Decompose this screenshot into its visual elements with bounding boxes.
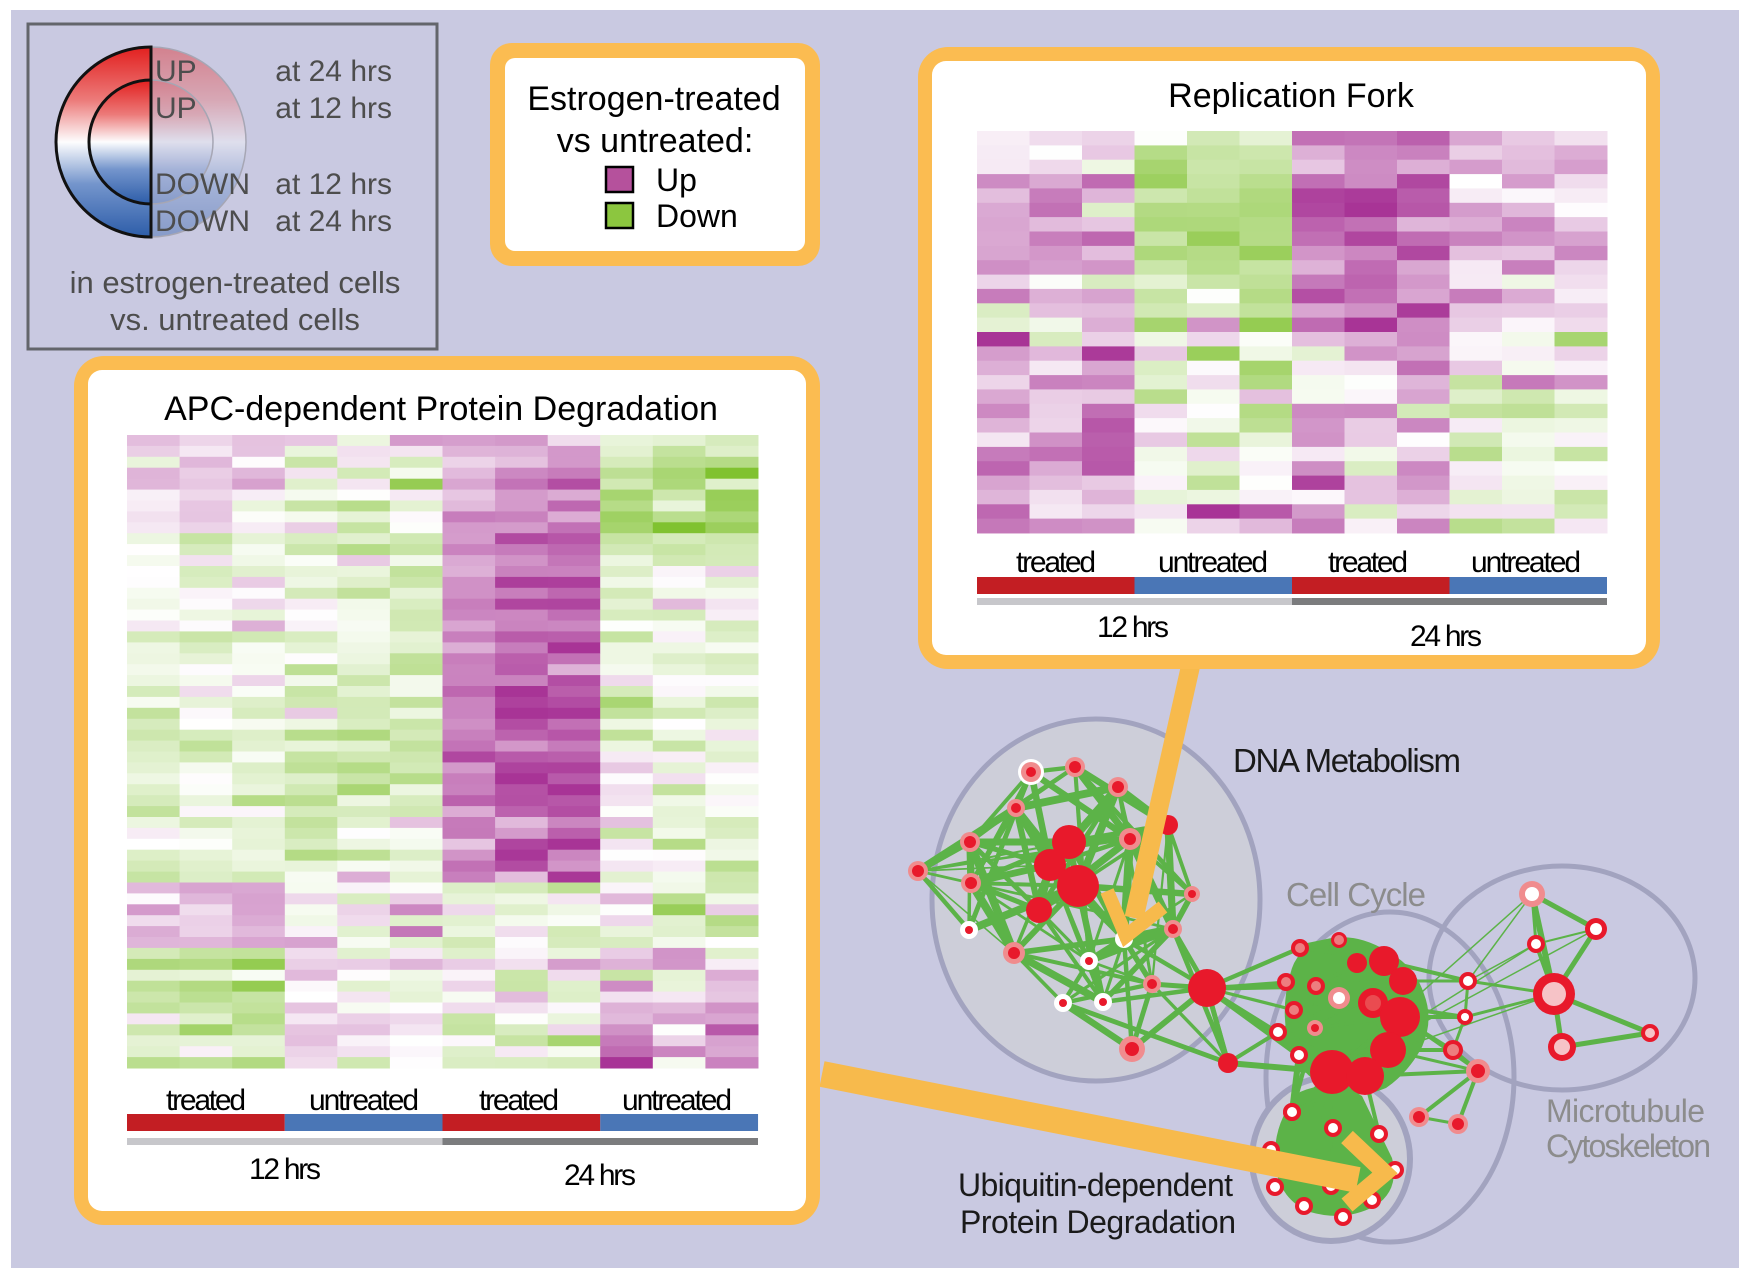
svg-text:at 24 hrs: at 24 hrs	[275, 205, 392, 238]
svg-text:at 12 hrs: at 12 hrs	[275, 168, 392, 201]
svg-text:treated: treated	[1328, 546, 1408, 579]
svg-text:untreated: untreated	[309, 1084, 419, 1117]
svg-text:12 hrs: 12 hrs	[249, 1153, 321, 1186]
svg-text:treated: treated	[1016, 546, 1096, 579]
svg-text:at 12 hrs: at 12 hrs	[275, 92, 392, 125]
svg-text:vs untreated:: vs untreated:	[557, 122, 754, 160]
svg-text:treated: treated	[479, 1084, 559, 1117]
svg-text:Microtubule: Microtubule	[1546, 1093, 1705, 1129]
svg-text:Down: Down	[656, 198, 738, 234]
svg-text:DOWN: DOWN	[155, 205, 250, 238]
svg-text:vs. untreated cells: vs. untreated cells	[110, 302, 360, 337]
svg-text:DNA Metabolism: DNA Metabolism	[1233, 742, 1461, 779]
svg-text:APC-dependent Protein Degradat: APC-dependent Protein Degradation	[164, 390, 718, 428]
svg-text:Protein Degradation: Protein Degradation	[960, 1204, 1236, 1240]
svg-text:untreated: untreated	[1471, 546, 1581, 579]
svg-text:Estrogen-treated: Estrogen-treated	[527, 80, 780, 118]
svg-text:UP: UP	[155, 92, 197, 125]
svg-text:treated: treated	[166, 1084, 246, 1117]
svg-text:12 hrs: 12 hrs	[1097, 611, 1169, 644]
svg-text:UP: UP	[155, 55, 197, 88]
svg-text:Replication Fork: Replication Fork	[1168, 77, 1415, 115]
svg-text:untreated: untreated	[622, 1084, 732, 1117]
svg-text:Up: Up	[656, 162, 697, 198]
svg-text:24 hrs: 24 hrs	[1410, 620, 1482, 653]
svg-text:untreated: untreated	[1158, 546, 1268, 579]
svg-text:24 hrs: 24 hrs	[564, 1159, 636, 1192]
svg-text:DOWN: DOWN	[155, 168, 250, 201]
svg-text:Cell Cycle: Cell Cycle	[1286, 876, 1426, 913]
svg-text:Ubiquitin-dependent: Ubiquitin-dependent	[958, 1167, 1233, 1203]
svg-text:Cytoskeleton: Cytoskeleton	[1546, 1128, 1711, 1164]
svg-text:at 24 hrs: at 24 hrs	[275, 55, 392, 88]
svg-text:in estrogen-treated cells: in estrogen-treated cells	[70, 265, 401, 300]
